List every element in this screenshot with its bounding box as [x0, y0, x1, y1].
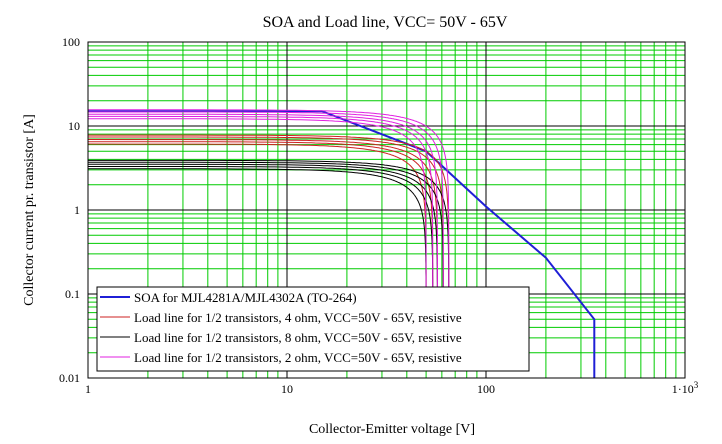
load-line-curve	[88, 136, 444, 335]
chart-title: SOA and Load line, VCC= 50V - 65V	[263, 14, 508, 31]
load-line-curve	[88, 168, 427, 367]
y-tick-label: 1	[74, 203, 80, 217]
tick-labels: 1 10 100 1·103 100 10 1 0.1 0.01	[59, 35, 699, 396]
x-axis-label: Collector-Emitter voltage [V]	[309, 422, 475, 437]
load-line-curve	[88, 159, 450, 358]
x-tick-exponent: 3	[694, 380, 699, 390]
load-line-curve	[88, 115, 434, 314]
plot-series	[87, 109, 596, 378]
load-line-curve	[88, 118, 427, 317]
load-line-curve	[88, 134, 450, 333]
y-axis-label: Collector current pr. transistor [A]	[22, 114, 37, 306]
load-line-curve	[88, 161, 444, 360]
legend-entry-label: Load line for 1/2 transistors, 2 ohm, VC…	[134, 350, 462, 365]
x-tick-label: 1	[85, 382, 91, 396]
legend-entry-label: SOA for MJL4281A/MJL4302A (TO-264)	[134, 290, 357, 305]
load-line-curve	[88, 113, 438, 312]
y-tick-label: 0.1	[65, 287, 80, 301]
x-tick-label: 100	[477, 382, 495, 396]
x-tick-label: 10	[281, 382, 293, 396]
load-line-curve	[87, 143, 427, 342]
legend-entry-label: Load line for 1/2 transistors, 8 ohm, VC…	[134, 330, 462, 345]
legend-entry-label: Load line for 1/2 transistors, 4 ohm, VC…	[134, 310, 462, 325]
legend-box	[96, 286, 530, 372]
y-tick-label: 100	[62, 35, 80, 49]
y-tick-label: 0.01	[59, 371, 80, 385]
load-line-curve	[88, 166, 434, 364]
load-line-curve	[88, 109, 450, 308]
load-line-curve	[88, 163, 438, 362]
load-line-curve	[87, 139, 438, 337]
legend: SOA for MJL4281A/MJL4302A (TO-264) Load l…	[96, 286, 530, 372]
y-tick-label: 10	[68, 119, 80, 133]
load-line-curve	[88, 111, 444, 310]
x-tick-label: 1·103	[672, 380, 699, 396]
plot-frame	[87, 41, 686, 379]
